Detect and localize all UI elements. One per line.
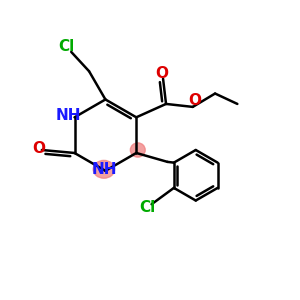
Text: O: O	[32, 141, 45, 156]
Text: O: O	[188, 93, 201, 108]
Ellipse shape	[93, 160, 115, 178]
Text: Cl: Cl	[58, 39, 74, 54]
Text: NH: NH	[91, 162, 117, 177]
Text: NH: NH	[55, 108, 81, 123]
Text: Cl: Cl	[139, 200, 155, 215]
Text: O: O	[155, 66, 168, 81]
Ellipse shape	[130, 143, 145, 157]
